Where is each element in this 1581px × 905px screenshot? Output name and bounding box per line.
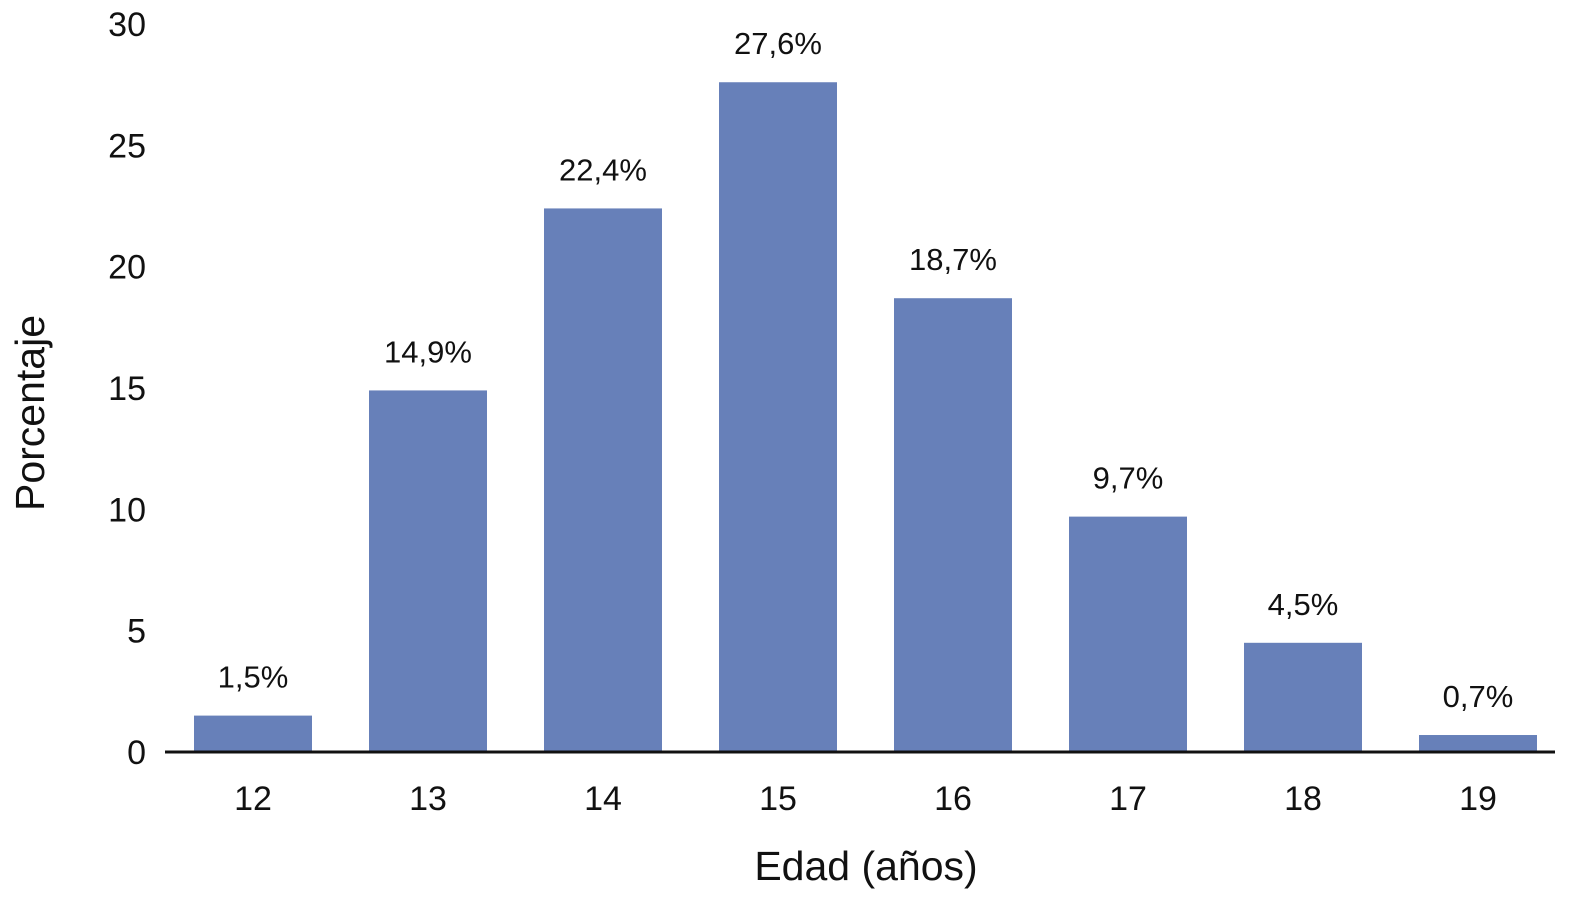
bar-14: [544, 208, 662, 753]
bar-17: [1069, 516, 1187, 752]
y-tick-label: 15: [108, 370, 146, 408]
x-tick-label: 16: [934, 780, 972, 818]
y-axis-title: Porcentaje: [7, 315, 53, 511]
bar-12: [194, 715, 312, 752]
y-tick-label: 5: [127, 613, 146, 651]
x-tick-label: 13: [409, 780, 447, 818]
data-label-19: 0,7%: [1443, 679, 1514, 714]
x-tick-label: 19: [1459, 780, 1497, 818]
y-tick-label: 0: [127, 734, 146, 772]
y-tick-label: 30: [108, 6, 146, 44]
data-labels-group: 1,5% 14,9% 22,4% 27,6% 18,7% 9,7% 4,5% 0,7%: [218, 26, 1514, 714]
data-label-18: 4,5%: [1268, 587, 1339, 622]
y-axis-ticks: 0 5 10 15 20 25 30: [108, 6, 146, 772]
x-tick-label: 15: [759, 780, 797, 818]
data-label-17: 9,7%: [1093, 461, 1164, 496]
data-label-12: 1,5%: [218, 660, 289, 695]
bar-18: [1244, 642, 1362, 752]
x-axis-ticks: 12 13 14 15 16 17 18 19: [234, 780, 1497, 818]
data-label-14: 22,4%: [559, 152, 647, 187]
y-tick-label: 20: [108, 249, 146, 287]
x-axis-title: Edad (años): [754, 843, 977, 889]
bar-13: [369, 390, 487, 752]
y-tick-label: 25: [108, 127, 146, 165]
x-tick-label: 17: [1109, 780, 1147, 818]
x-tick-label: 12: [234, 780, 272, 818]
y-tick-label: 10: [108, 491, 146, 529]
bar-16: [894, 298, 1012, 752]
bar-19: [1419, 735, 1537, 752]
x-tick-label: 18: [1284, 780, 1322, 818]
data-label-13: 14,9%: [384, 334, 472, 369]
bars-group: [194, 82, 1537, 753]
data-label-15: 27,6%: [734, 26, 822, 61]
bar-15: [719, 82, 837, 753]
data-label-16: 18,7%: [909, 242, 997, 277]
x-tick-label: 14: [584, 780, 622, 818]
